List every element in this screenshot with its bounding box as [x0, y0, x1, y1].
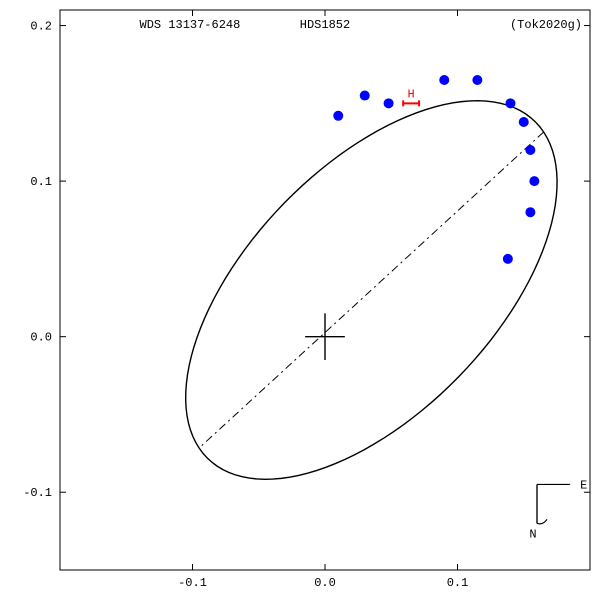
- plot-svg: -0.1 0.0 0.1 -0.1 0.0 0.1 0.2 WDS 13137-6248 HDS…: [0, 0, 600, 600]
- svg-text:H: H: [408, 87, 415, 101]
- svg-text:WDS 13137-6248: WDS 13137-6248: [140, 18, 241, 32]
- svg-text:0.0: 0.0: [30, 331, 52, 345]
- svg-text:0.0: 0.0: [314, 576, 336, 590]
- svg-text:0.1: 0.1: [30, 175, 52, 189]
- orbit-plot: -0.1 0.0 0.1 -0.1 0.0 0.1 0.2 WDS 13137-6248 HDS…: [0, 0, 600, 600]
- svg-text:(Tok2020g): (Tok2020g): [510, 18, 582, 32]
- svg-text:-0.1: -0.1: [23, 486, 52, 500]
- svg-text:E: E: [580, 478, 587, 492]
- svg-text:-0.1: -0.1: [178, 576, 207, 590]
- svg-text:N: N: [529, 527, 536, 541]
- svg-text:0.1: 0.1: [447, 576, 469, 590]
- svg-text:HDS1852: HDS1852: [300, 18, 350, 32]
- svg-text:0.2: 0.2: [30, 20, 52, 34]
